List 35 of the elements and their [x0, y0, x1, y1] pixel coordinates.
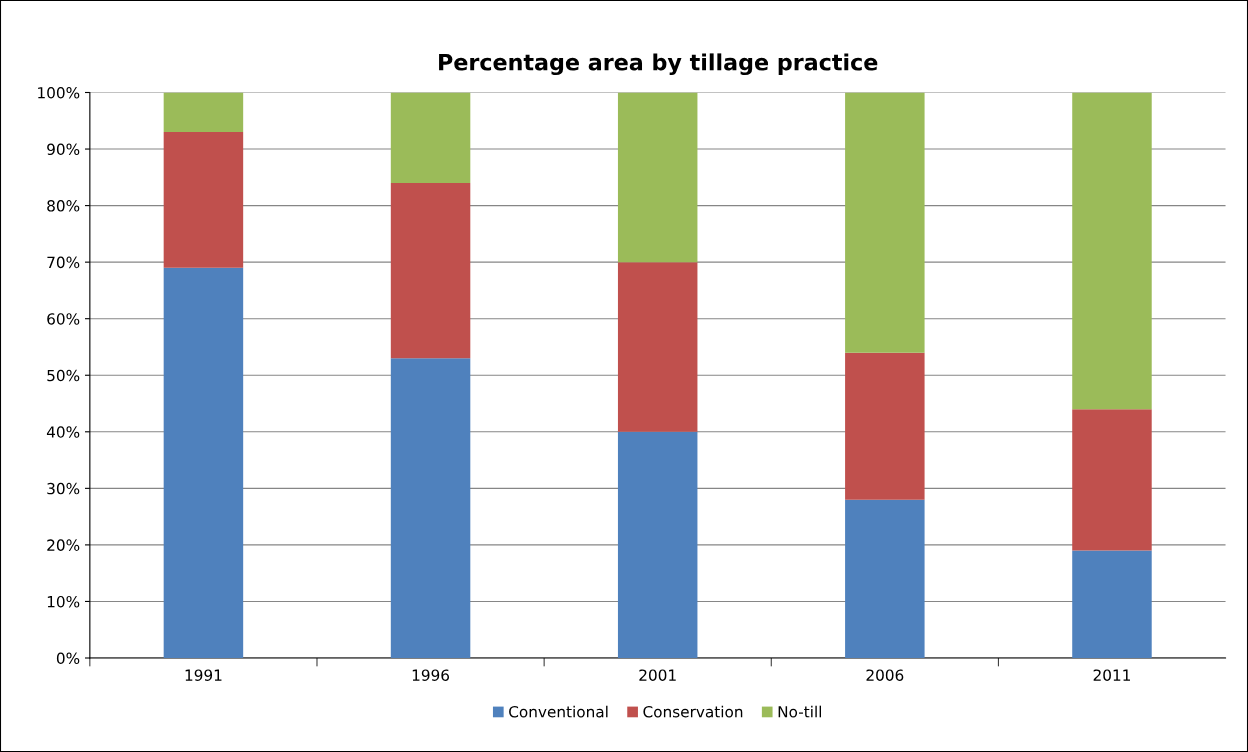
y-tick-label: 40% — [46, 426, 80, 438]
bar — [845, 352, 925, 500]
bar — [845, 499, 925, 658]
bar — [390, 358, 471, 658]
chart-title: Percentage area by tillage practice — [439, 53, 878, 76]
bar — [845, 92, 925, 353]
legend-label: Conventional — [509, 705, 608, 718]
y-tick-label: 0% — [56, 652, 80, 665]
legend-label: No-till — [778, 705, 822, 718]
y-tick-label: 80% — [47, 200, 80, 212]
bar — [163, 267, 244, 658]
bar — [617, 262, 698, 432]
y-tick-label: 20% — [47, 539, 80, 551]
bar — [390, 92, 471, 183]
x-tick-label: 2006 — [866, 669, 904, 681]
legend-label: Conservation — [643, 705, 743, 718]
bar — [1072, 409, 1152, 551]
x-tick-label: 1991 — [185, 669, 222, 681]
y-tick-label: 90% — [47, 143, 80, 156]
x-tick-label: 2001 — [639, 669, 676, 681]
y-tick-label: 100% — [38, 86, 80, 99]
x-tick-label: 2011 — [1093, 669, 1130, 681]
bar — [1072, 92, 1152, 410]
x-tick-label: 1996 — [412, 669, 450, 681]
bar — [163, 132, 244, 268]
bar — [163, 92, 244, 133]
bar — [1072, 550, 1152, 658]
bar — [617, 431, 698, 658]
y-tick-label: 30% — [47, 482, 80, 495]
y-tick-label: 50% — [47, 369, 80, 382]
bar — [390, 182, 471, 359]
y-tick-label: 70% — [47, 256, 80, 269]
y-tick-label: 60% — [47, 313, 80, 325]
y-tick-label: 10% — [47, 595, 80, 608]
bar — [617, 92, 698, 263]
